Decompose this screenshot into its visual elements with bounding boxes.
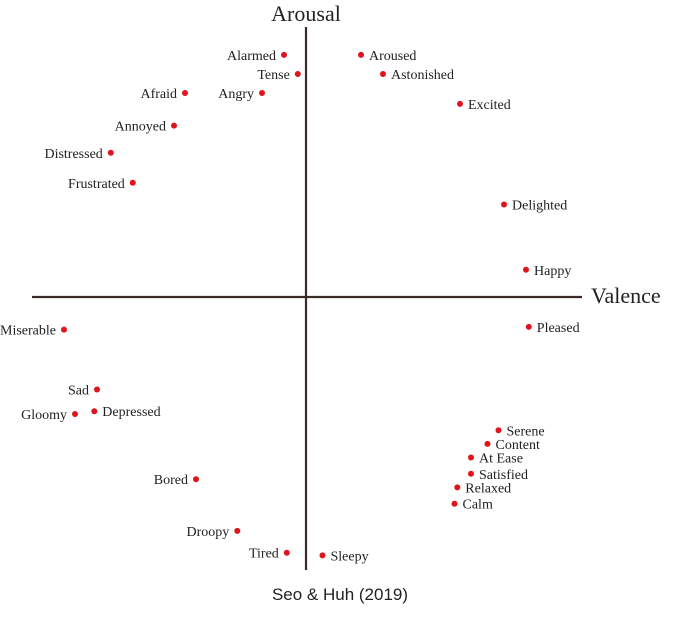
data-point-label: Depressed [102, 405, 160, 420]
data-point [454, 484, 461, 491]
data-point [451, 500, 458, 507]
valence-arousal-scatter-chart: Arousal Valence Alarmed Tense Aroused Aston… [0, 1, 661, 570]
data-point-label: Droopy [187, 525, 230, 540]
data-point [495, 427, 502, 434]
data-point [468, 454, 474, 461]
points-layer: Alarmed Tense Aroused Astonished Afraid Angry… [0, 49, 580, 565]
data-point [91, 408, 98, 415]
data-point-label: Aroused [369, 49, 416, 64]
data-point-label: Miserable [0, 324, 56, 339]
y-axis-title: Arousal [271, 1, 341, 26]
data-point [129, 179, 136, 186]
data-point-label: Pleased [537, 321, 580, 336]
data-point-label: Annoyed [115, 120, 166, 135]
data-point-label: Sleepy [331, 549, 369, 564]
data-point-label: Angry [218, 87, 254, 102]
data-point-label: Sad [68, 384, 89, 399]
data-point-label: Gloomy [21, 408, 67, 423]
data-point-label: Content [496, 438, 540, 453]
data-point [523, 266, 529, 273]
data-point-label: Tired [249, 547, 279, 562]
data-point [182, 90, 188, 96]
data-point-label: Afraid [140, 87, 177, 102]
data-point [72, 411, 78, 417]
data-point [468, 470, 474, 477]
x-axis-title: Valence [591, 283, 661, 308]
data-point-label: At Ease [479, 452, 523, 467]
data-point-label: Calm [463, 498, 493, 513]
data-point [501, 201, 507, 208]
data-point [281, 51, 287, 58]
data-point [234, 527, 241, 534]
data-point [484, 440, 491, 447]
data-point [193, 476, 199, 483]
data-point-label: Satisfied [479, 468, 528, 483]
data-point-label: Tense [257, 68, 289, 83]
data-point [358, 51, 364, 58]
data-point-label: Bored [154, 473, 188, 488]
data-point [283, 549, 290, 556]
data-point-label: Distressed [44, 147, 102, 162]
data-point-label: Frustrated [68, 177, 125, 192]
data-point [107, 149, 114, 156]
data-point-label: Relaxed [465, 481, 511, 496]
data-point-label: Alarmed [227, 49, 276, 64]
figure-caption: Seo & Huh (2019) [271, 585, 409, 604]
data-point [319, 552, 326, 559]
data-point [171, 122, 177, 129]
data-point [457, 100, 463, 107]
data-point [259, 90, 265, 96]
data-point [525, 323, 532, 330]
data-point [61, 326, 67, 333]
data-point-label: Excited [468, 98, 511, 113]
data-point-label: Happy [534, 264, 571, 279]
data-point [294, 71, 301, 77]
data-point [94, 386, 100, 393]
data-point-label: Delighted [512, 199, 567, 214]
data-point-label: Serene [507, 424, 545, 439]
data-point-label: Astonished [391, 68, 454, 83]
data-point [380, 71, 386, 77]
